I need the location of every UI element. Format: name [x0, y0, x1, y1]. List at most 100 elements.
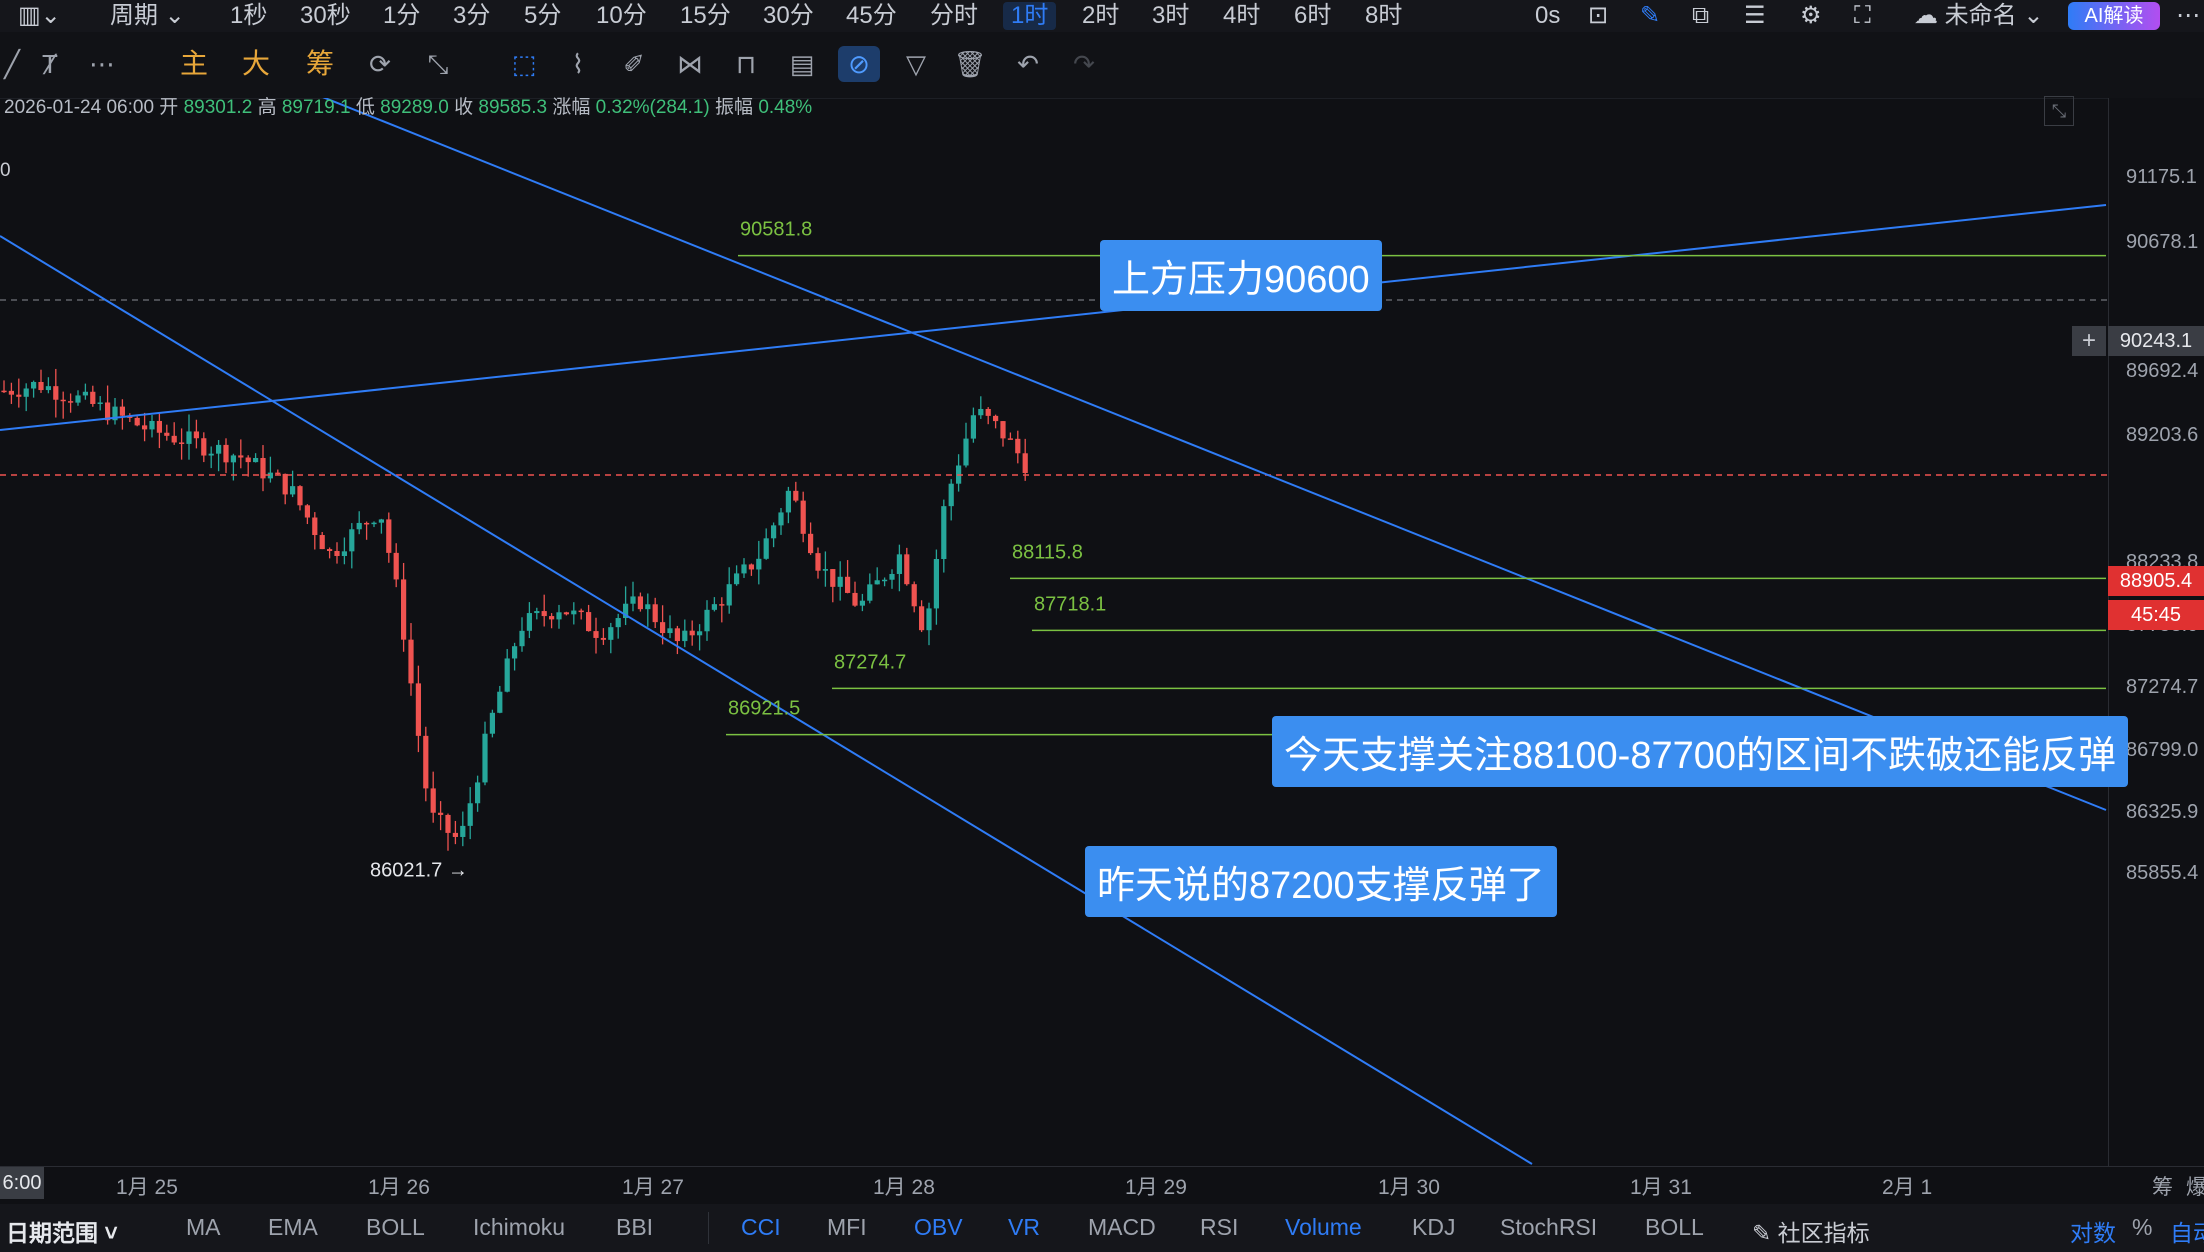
price-tick-label: 91175.1	[2126, 166, 2197, 188]
list-icon[interactable]: ☰	[1744, 2, 1766, 29]
interval-1h[interactable]: 1时	[1003, 2, 1057, 30]
chart-overlays: 90581.8 88115.8 87718.1 87274.7 86921.5 86021…	[0, 98, 2108, 1165]
interval-2h[interactable]: 2时	[1082, 2, 1120, 29]
fullscreen-icon[interactable]: ⛶	[1854, 2, 1871, 29]
candle-body	[201, 438, 207, 456]
interval-10m[interactable]: 10分	[596, 2, 647, 29]
interval-30s[interactable]: 30秒	[300, 2, 351, 29]
indicator-boll[interactable]: BOLL	[366, 1214, 425, 1240]
indicator-cci[interactable]: CCI	[741, 1214, 781, 1240]
chip-toggle[interactable]: 筹	[2152, 1176, 2173, 1199]
date-range-dropdown[interactable]: 日期范围 ˅	[6, 1220, 118, 1246]
interval-1s[interactable]: 1秒	[230, 2, 268, 29]
time-label: 1月 25	[116, 1176, 178, 1199]
interval-4h[interactable]: 4时	[1223, 2, 1261, 29]
filter-icon[interactable]: ▽	[906, 49, 926, 79]
comment-icon[interactable]: ⧉	[1692, 2, 1710, 29]
period-dropdown[interactable]: 周期 ⌄	[110, 2, 185, 29]
interval-3m[interactable]: 3分	[453, 2, 491, 29]
candle-body	[778, 512, 784, 526]
pen-icon[interactable]: ✎	[1640, 2, 1661, 29]
candle-body	[852, 592, 858, 606]
price-axis[interactable]	[2108, 98, 2204, 1166]
level-label: 90581.8	[740, 219, 812, 241]
community-indicators[interactable]: ✎ 社区指标	[1752, 1214, 1870, 1248]
interval-6h[interactable]: 6时	[1294, 2, 1332, 29]
indicator-rsi[interactable]: RSI	[1200, 1214, 1239, 1240]
interval-30m[interactable]: 30分	[763, 2, 814, 29]
ruler-icon[interactable]: ⌇	[571, 49, 585, 79]
indicator-bbi[interactable]: BBI	[616, 1214, 654, 1240]
interval-time-share[interactable]: 分时	[930, 2, 978, 29]
percent-toggle[interactable]: %	[2132, 1214, 2153, 1240]
lock-icon[interactable]: ⊓	[735, 49, 757, 79]
date-range-label: 日期范围	[6, 1220, 98, 1246]
level-label: 87718.1	[1034, 593, 1106, 615]
collapse-icon[interactable]: ╱	[4, 49, 20, 79]
support-yesterday-note[interactable]: 昨天说的87200支撑反弹了	[1085, 846, 1557, 917]
text-tool-icon[interactable]: Ⱦ	[42, 49, 58, 79]
interval-1m[interactable]: 1分	[383, 2, 421, 29]
indicator-ma[interactable]: MA	[186, 1214, 221, 1240]
candle-body	[16, 394, 22, 397]
time-axis[interactable]: 6:00 1月 25 1月 26 1月 27 1月 28 1月 29 1月 30…	[0, 1166, 2204, 1203]
pattern-icon[interactable]: ⋈	[677, 49, 703, 79]
settings-icon[interactable]: ⚙	[1800, 2, 1822, 29]
big-order-button[interactable]: 大	[241, 48, 270, 79]
indicator-stochrsi[interactable]: StochRSI	[1500, 1214, 1598, 1240]
high-value: 89719.1	[281, 97, 351, 118]
layout-dropdown[interactable]: ☁ 未命名 ⌄	[1914, 2, 2044, 29]
candle-body	[645, 604, 651, 610]
interval-3h[interactable]: 3时	[1152, 2, 1190, 29]
cursor-tool-icon[interactable]: ⬚	[511, 49, 537, 79]
more-icon[interactable]: ⋯	[89, 49, 115, 79]
candle-body	[571, 610, 577, 615]
log-scale-toggle[interactable]: 对数	[2070, 1220, 2116, 1246]
chart-type-icon[interactable]: ▥⌄	[18, 2, 61, 29]
undo-icon[interactable]: ↶	[1017, 49, 1039, 79]
time-label: 1月 27	[622, 1176, 684, 1199]
trend-line[interactable]	[0, 204, 2107, 431]
interval-8h[interactable]: 8时	[1365, 2, 1403, 29]
indicator-obv[interactable]: OBV	[914, 1214, 963, 1240]
auto-scale-toggle[interactable]: 自动	[2170, 1220, 2204, 1246]
candle-body	[512, 646, 518, 659]
minimize-icon[interactable]: ⤡	[2044, 96, 2074, 126]
magnet-icon[interactable]: ⊘	[838, 46, 880, 82]
camera-icon[interactable]: ⊡	[1588, 2, 1609, 29]
redo-icon[interactable]: ↷	[1073, 49, 1095, 79]
trend-line[interactable]	[0, 235, 1533, 1165]
indicator-mfi[interactable]: MFI	[827, 1214, 867, 1240]
candle-body	[356, 522, 362, 530]
replay-icon[interactable]: ⟳	[369, 49, 391, 79]
add-crosshair-icon[interactable]: +	[2072, 326, 2106, 356]
compare-icon[interactable]: ⤡	[427, 49, 449, 79]
interval-5m[interactable]: 5分	[524, 2, 562, 29]
chip-button[interactable]: 筹	[305, 48, 334, 79]
price-chart[interactable]: 90581.8 88115.8 87718.1 87274.7 86921.5 86021…	[0, 98, 2204, 1166]
candle-body	[630, 596, 636, 604]
change-value: 0.32%(284.1)	[595, 97, 710, 118]
edit-icon[interactable]: ▤	[789, 49, 815, 79]
share-icon[interactable]: ⋯	[2176, 2, 2200, 29]
indicator-volume[interactable]: Volume	[1285, 1214, 1362, 1240]
indicator-boll-2[interactable]: BOLL	[1645, 1214, 1704, 1240]
delete-icon[interactable]: 🗑	[953, 49, 987, 79]
candle-body	[378, 519, 384, 523]
candle-body	[267, 472, 273, 479]
support-today-note[interactable]: 今天支撑关注88100-87700的区间不跌破还能反弹	[1272, 716, 2128, 787]
indicator-ichimoku[interactable]: Ichimoku	[473, 1214, 566, 1240]
indicator-ema[interactable]: EMA	[268, 1214, 318, 1240]
ai-interpret-button[interactable]: AI解读	[2068, 2, 2160, 30]
main-indicator-button[interactable]: 主	[179, 48, 208, 79]
trend-line[interactable]	[300, 98, 2107, 811]
candle-body	[193, 431, 199, 439]
interval-45m[interactable]: 45分	[846, 2, 897, 29]
liquidation-toggle[interactable]: 爆	[2186, 1176, 2204, 1199]
indicator-vr[interactable]: VR	[1008, 1214, 1040, 1240]
indicator-kdj[interactable]: KDJ	[1412, 1214, 1456, 1240]
brush-icon[interactable]: ✐	[623, 49, 645, 79]
interval-15m[interactable]: 15分	[680, 2, 731, 29]
indicator-macd[interactable]: MACD	[1088, 1214, 1156, 1240]
resistance-note[interactable]: 上方压力90600	[1100, 240, 1382, 311]
